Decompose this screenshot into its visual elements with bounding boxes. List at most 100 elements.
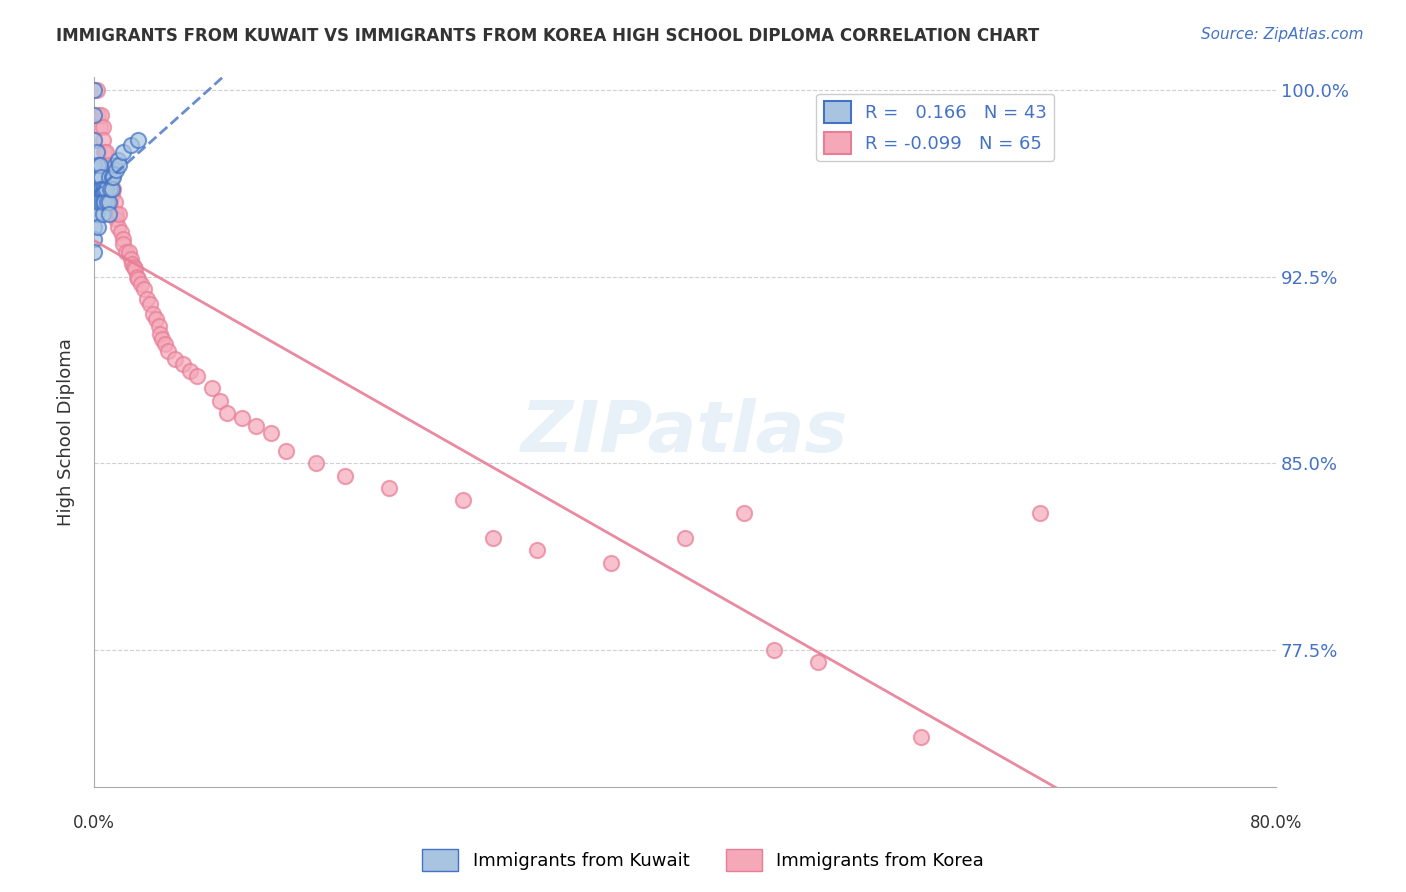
Point [260,426,283,441]
Point [121,257,143,271]
Point [108,207,131,221]
Point [104,157,127,171]
Point [93,182,115,196]
Point [482,531,505,545]
Point [90,108,112,122]
Point [378,481,401,495]
Point [1028,506,1050,520]
Point [87,182,110,196]
Point [86,169,108,184]
Legend: Immigrants from Kuwait, Immigrants from Korea: Immigrants from Kuwait, Immigrants from … [415,842,991,879]
Point [97,207,120,221]
Point [90,169,112,184]
Point [94,145,117,160]
Point [97,169,120,184]
Point [149,326,172,341]
Point [107,219,129,234]
Point [97,194,120,209]
Point [100,182,122,196]
Point [83,244,105,259]
Point [150,332,173,346]
Point [91,120,114,135]
Point [165,351,187,366]
Text: Source: ZipAtlas.com: Source: ZipAtlas.com [1201,27,1364,42]
Point [215,406,238,420]
Point [101,169,124,184]
Point [231,411,253,425]
Point [87,108,110,122]
Point [172,357,194,371]
Point [86,207,108,221]
Point [148,319,170,334]
Point [156,344,179,359]
Point [83,207,105,221]
Point [139,297,162,311]
Point [673,531,696,545]
Point [91,133,114,147]
Point [104,194,127,209]
Point [108,157,131,171]
Point [94,182,117,196]
Point [91,194,114,209]
Point [179,364,201,378]
Point [807,655,830,669]
Point [89,120,111,135]
Point [129,277,152,291]
Legend: R =   0.166   N = 43, R = -0.099   N = 65: R = 0.166 N = 43, R = -0.099 N = 65 [817,94,1054,161]
Point [87,157,110,171]
Point [98,182,121,196]
Point [83,194,105,209]
Point [105,207,128,221]
Point [733,506,755,520]
Point [120,252,142,266]
Point [107,153,129,167]
Point [100,169,122,184]
Point [101,182,124,196]
Point [89,182,111,196]
Point [83,133,105,147]
Point [96,194,118,209]
Point [118,244,141,259]
Point [83,182,105,196]
Point [600,556,623,570]
Point [453,493,475,508]
Point [87,194,110,209]
Point [105,162,128,177]
Point [112,237,135,252]
Point [100,187,122,202]
Point [91,182,114,196]
Point [97,182,120,196]
Text: IMMIGRANTS FROM KUWAIT VS IMMIGRANTS FROM KOREA HIGH SCHOOL DIPLOMA CORRELATION : IMMIGRANTS FROM KUWAIT VS IMMIGRANTS FRO… [56,27,1039,45]
Point [97,169,120,184]
Point [201,382,224,396]
Text: 80.0%: 80.0% [1250,814,1302,832]
Point [186,369,208,384]
Point [98,194,121,209]
Text: ZIPatlas: ZIPatlas [522,398,849,467]
Point [89,157,111,171]
Point [122,260,145,274]
Point [96,157,118,171]
Point [112,145,135,160]
Point [120,137,142,152]
Point [115,244,138,259]
Point [208,393,231,408]
Point [110,225,132,239]
Point [87,219,110,234]
Point [90,182,112,196]
Y-axis label: High School Diploma: High School Diploma [58,338,75,526]
Point [125,269,148,284]
Text: 0.0%: 0.0% [73,814,115,832]
Point [274,443,297,458]
Point [83,108,105,122]
Point [105,212,128,227]
Point [91,207,114,221]
Point [86,145,108,160]
Point [90,194,112,209]
Point [83,219,105,234]
Point [145,311,167,326]
Point [93,145,115,160]
Point [127,272,149,286]
Point [526,543,548,558]
Point [134,282,156,296]
